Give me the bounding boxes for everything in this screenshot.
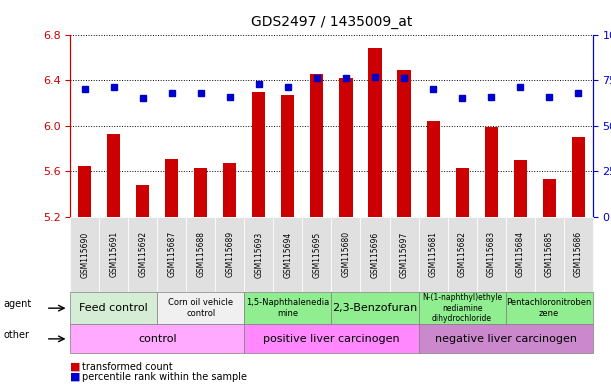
- Bar: [310, 74, 323, 217]
- Text: GSM115690: GSM115690: [80, 231, 89, 278]
- Text: Pentachloronitroben
zene: Pentachloronitroben zene: [507, 298, 592, 318]
- Text: ■: ■: [70, 372, 81, 382]
- Text: control: control: [138, 334, 177, 344]
- Text: Feed control: Feed control: [79, 303, 148, 313]
- Bar: [78, 166, 91, 217]
- Text: GSM115687: GSM115687: [167, 231, 177, 278]
- Text: GSM115680: GSM115680: [342, 231, 351, 278]
- Text: GSM115685: GSM115685: [544, 231, 554, 278]
- Text: Corn oil vehicle
control: Corn oil vehicle control: [168, 298, 233, 318]
- Text: GSM115682: GSM115682: [458, 232, 467, 277]
- Bar: [252, 91, 265, 217]
- Text: GSM115681: GSM115681: [428, 232, 437, 277]
- Bar: [572, 137, 585, 217]
- Text: GSM115694: GSM115694: [284, 231, 293, 278]
- Text: GSM115684: GSM115684: [516, 231, 525, 278]
- Text: GSM115686: GSM115686: [574, 231, 583, 278]
- Text: GSM115695: GSM115695: [312, 231, 321, 278]
- Text: ■: ■: [70, 362, 81, 372]
- Bar: [514, 160, 527, 217]
- Text: GSM115697: GSM115697: [400, 231, 409, 278]
- Text: GSM115691: GSM115691: [109, 231, 119, 278]
- Text: GSM115689: GSM115689: [225, 231, 235, 278]
- Bar: [456, 168, 469, 217]
- Bar: [224, 163, 236, 217]
- Text: positive liver carcinogen: positive liver carcinogen: [263, 334, 400, 344]
- Text: negative liver carcinogen: negative liver carcinogen: [434, 334, 577, 344]
- Text: GSM115692: GSM115692: [138, 231, 147, 278]
- Text: agent: agent: [3, 299, 31, 310]
- Bar: [426, 121, 439, 217]
- Text: percentile rank within the sample: percentile rank within the sample: [82, 372, 247, 382]
- Bar: [166, 159, 178, 217]
- Text: 2,3-Benzofuran: 2,3-Benzofuran: [332, 303, 418, 313]
- Text: other: other: [3, 330, 29, 340]
- Bar: [282, 95, 295, 217]
- Bar: [136, 185, 149, 217]
- Bar: [398, 70, 411, 217]
- Bar: [543, 179, 555, 217]
- Text: transformed count: transformed count: [82, 362, 174, 372]
- Text: N-(1-naphthyl)ethyle
nediamine
dihydrochloride: N-(1-naphthyl)ethyle nediamine dihydroch…: [422, 293, 502, 323]
- Bar: [368, 48, 381, 217]
- Text: GSM115693: GSM115693: [254, 231, 263, 278]
- Text: GSM115683: GSM115683: [486, 231, 496, 278]
- Text: GDS2497 / 1435009_at: GDS2497 / 1435009_at: [251, 15, 412, 29]
- Bar: [485, 127, 497, 217]
- Text: GSM115696: GSM115696: [370, 231, 379, 278]
- Text: 1,5-Naphthalenedia
mine: 1,5-Naphthalenedia mine: [246, 298, 329, 318]
- Bar: [108, 134, 120, 217]
- Bar: [340, 78, 353, 217]
- Text: GSM115688: GSM115688: [196, 232, 205, 277]
- Bar: [194, 168, 207, 217]
